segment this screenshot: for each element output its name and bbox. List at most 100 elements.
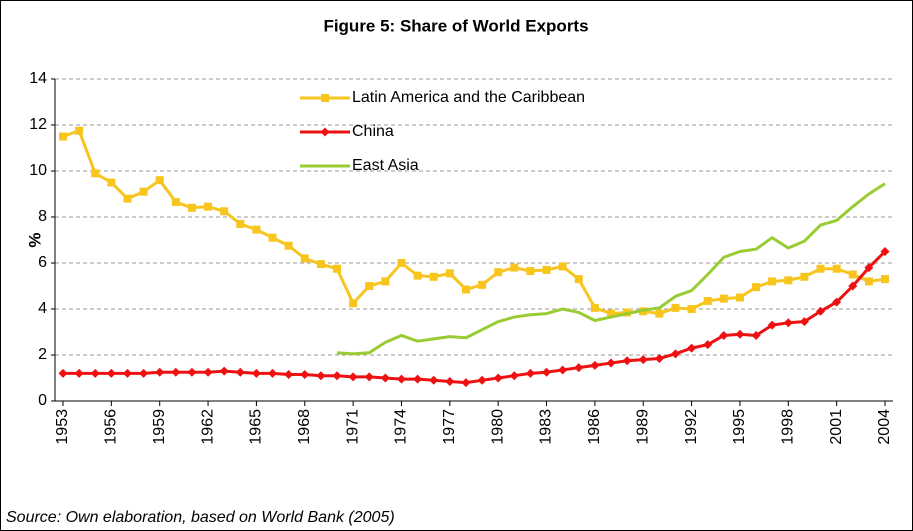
y-tick-label: 0	[38, 392, 47, 409]
point	[365, 282, 374, 290]
point	[106, 368, 116, 378]
point	[590, 360, 600, 370]
point	[75, 126, 84, 135]
point	[251, 368, 261, 378]
point	[155, 176, 164, 185]
point	[832, 264, 841, 273]
point	[429, 272, 438, 281]
point	[590, 303, 599, 312]
point	[107, 178, 116, 187]
y-tick-label: 14	[29, 70, 47, 87]
point	[510, 263, 519, 272]
point	[300, 254, 309, 263]
point	[767, 320, 777, 330]
point	[74, 368, 84, 378]
y-tick-label: 6	[38, 254, 47, 271]
chart-title: Figure 5: Share of World Exports	[323, 16, 588, 35]
point	[333, 264, 341, 273]
point	[494, 268, 503, 277]
legend-label: East Asia	[352, 157, 419, 174]
point	[445, 376, 455, 386]
point	[321, 94, 329, 102]
y-tick-label: 4	[38, 300, 47, 317]
point	[622, 356, 632, 366]
point	[316, 260, 325, 269]
point	[284, 241, 293, 250]
point	[252, 225, 261, 234]
point	[381, 277, 390, 286]
point	[558, 365, 568, 375]
point	[220, 207, 229, 216]
point	[187, 203, 196, 212]
point	[284, 370, 294, 380]
point	[719, 330, 729, 340]
point	[574, 363, 584, 373]
point	[832, 297, 842, 307]
x-tick-label: 1977	[441, 409, 458, 445]
point	[606, 358, 616, 368]
point	[703, 296, 712, 305]
point	[493, 373, 503, 383]
x-tick-label: 2001	[828, 409, 845, 445]
point	[542, 265, 551, 274]
x-tick-label: 1968	[296, 409, 313, 445]
point	[349, 299, 358, 308]
point	[268, 233, 277, 242]
x-tick-label: 1995	[731, 409, 748, 445]
point	[139, 187, 148, 196]
point	[525, 368, 535, 378]
point	[671, 303, 680, 312]
point	[155, 367, 165, 377]
point	[320, 127, 330, 137]
x-tick-label: 1956	[103, 409, 120, 445]
point	[574, 275, 583, 284]
point	[123, 194, 132, 203]
point	[332, 371, 342, 381]
point	[509, 371, 519, 381]
x-tick-label: 1983	[538, 409, 555, 445]
point	[90, 368, 100, 378]
point	[687, 343, 697, 353]
x-tick-label: 1989	[634, 409, 651, 445]
x-tick-label: 1962	[199, 409, 216, 445]
x-tick-label: 1971	[344, 409, 361, 445]
point	[607, 309, 615, 318]
x-tick-label: 2004	[876, 409, 893, 445]
y-tick-label: 12	[29, 116, 47, 133]
point	[219, 366, 229, 376]
point	[800, 272, 809, 281]
point	[171, 367, 181, 377]
point	[752, 283, 761, 292]
point	[204, 202, 213, 211]
point	[396, 374, 406, 384]
point	[864, 277, 873, 286]
point	[364, 372, 374, 382]
point	[236, 219, 245, 228]
point	[848, 281, 858, 291]
point	[638, 355, 648, 365]
point	[348, 372, 358, 382]
point	[735, 329, 745, 339]
point	[445, 269, 454, 278]
x-tick-label: 1980	[489, 409, 506, 445]
y-tick-label: 2	[38, 346, 47, 363]
point	[864, 263, 874, 273]
point	[187, 367, 197, 377]
point	[122, 368, 132, 378]
point	[816, 264, 825, 273]
point	[477, 375, 487, 385]
x-tick-label: 1974	[393, 409, 410, 445]
series-line	[336, 182, 886, 356]
point	[784, 276, 793, 285]
point	[558, 262, 567, 271]
point	[171, 198, 180, 207]
point	[848, 270, 857, 279]
y-tick-label: 8	[38, 208, 47, 225]
point	[654, 353, 664, 363]
point	[203, 367, 213, 377]
y-axis-label: %	[25, 232, 44, 247]
point	[526, 267, 535, 276]
x-tick-label: 1986	[586, 409, 603, 445]
series-line	[62, 129, 886, 316]
point	[670, 349, 680, 359]
